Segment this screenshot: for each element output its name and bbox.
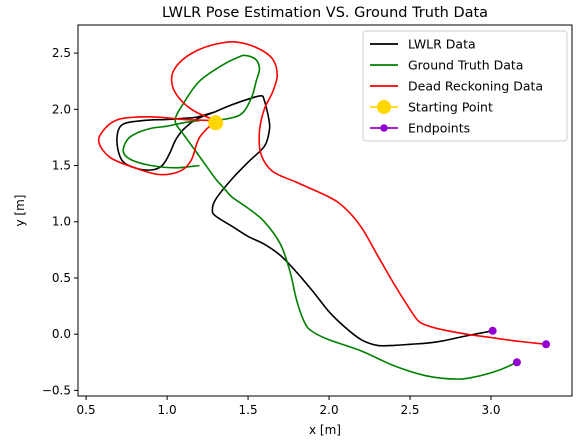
dead-reckoning-data-loop-line (97, 116, 217, 176)
x-axis: 0.5 1.0 1.5 2.0 2.5 3.0 (77, 396, 501, 417)
y-tick-label: 2.0 (52, 102, 71, 116)
dead-reckoning-data-line (170, 40, 547, 346)
legend-marker-starting-point (377, 100, 391, 114)
y-axis: −0.5 0.0 0.5 1.0 1.5 2.0 2.5 (42, 46, 78, 397)
x-tick-label: 2.5 (400, 403, 419, 417)
x-tick-label: 1.0 (158, 403, 177, 417)
endpoint-marker (542, 340, 551, 349)
legend: LWLR Data Ground Truth Data Dead Reckoning… (362, 30, 568, 142)
y-tick-label: 0.5 (52, 271, 71, 285)
y-tick-label: −0.5 (42, 383, 71, 397)
x-tick-label: 1.5 (239, 403, 258, 417)
y-tick-label: 1.5 (52, 159, 71, 173)
y-axis-label: y [m] (13, 195, 27, 227)
endpoint-marker (512, 358, 521, 367)
legend-label-starting-point: Starting Point (408, 100, 493, 115)
legend-label-dead-reckoning-data: Dead Reckoning Data (408, 79, 543, 94)
endpoint-marker (488, 326, 497, 335)
x-axis-label: x [m] (309, 423, 341, 437)
lwlr-data-line (211, 94, 493, 347)
legend-frame (362, 30, 568, 142)
legend-label-ground-truth-data: Ground Truth Data (408, 58, 523, 73)
y-tick-label: 1.0 (52, 215, 71, 229)
legend-label-endpoints: Endpoints (408, 121, 470, 136)
ground-truth-data-line (174, 54, 518, 380)
x-tick-label: 2.0 (320, 403, 339, 417)
legend-label-lwlr-data: LWLR Data (408, 37, 476, 52)
legend-marker-endpoints (380, 124, 388, 132)
y-tick-label: 0.0 (52, 327, 71, 341)
plot-frame (77, 24, 573, 397)
ground-truth-data-loop-line (122, 119, 200, 169)
plot-area (77, 24, 573, 397)
chart-title: LWLR Pose Estimation VS. Ground Truth Da… (162, 5, 488, 21)
y-tick-label: 2.5 (52, 46, 71, 60)
x-tick-label: 3.0 (481, 403, 500, 417)
starting-point-marker (208, 115, 224, 131)
x-tick-label: 0.5 (77, 403, 96, 417)
